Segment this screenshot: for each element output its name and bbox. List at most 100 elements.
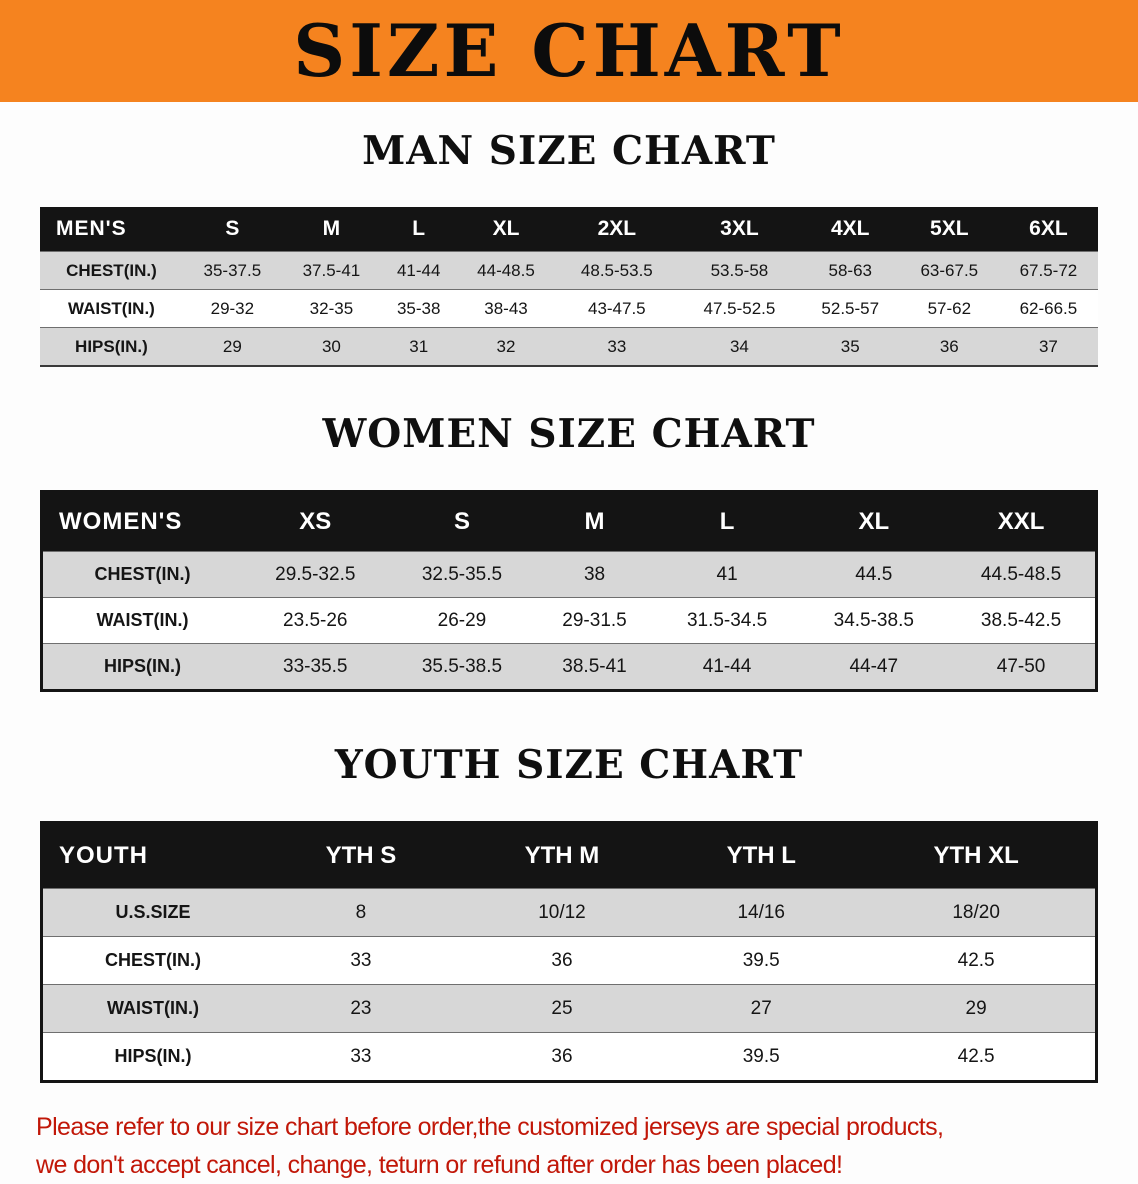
row-label: HIPS(IN.) bbox=[41, 643, 242, 691]
size-cell: 35-37.5 bbox=[182, 251, 282, 290]
size-cell: 35.5-38.5 bbox=[388, 643, 536, 691]
size-cell: 27 bbox=[665, 984, 858, 1033]
size-cell: 33 bbox=[263, 936, 459, 985]
size-cell: 8 bbox=[263, 888, 459, 937]
row-label: U.S.SIZE bbox=[41, 888, 264, 937]
size-cell: 10/12 bbox=[458, 888, 666, 937]
women-hips-row: HIPS(IN.) 33-35.5 35.5-38.5 38.5-41 41-4… bbox=[41, 643, 1097, 691]
men-section: MAN SIZE CHART MEN'S S M L XL 2XL 3XL 4X… bbox=[0, 128, 1138, 368]
size-cell: 38.5-42.5 bbox=[947, 597, 1097, 644]
size-column-header: XS bbox=[241, 491, 389, 552]
size-cell: 57-62 bbox=[899, 289, 999, 328]
size-cell: 44.5 bbox=[800, 551, 948, 598]
size-column-header: M bbox=[535, 491, 654, 552]
size-column-header: 5XL bbox=[899, 207, 999, 252]
size-cell: 42.5 bbox=[857, 936, 1097, 985]
men-table-corner-label: MEN'S bbox=[40, 207, 183, 252]
order-notice-line-2: we don't accept cancel, change, teturn o… bbox=[36, 1150, 843, 1179]
row-label: CHEST(IN.) bbox=[41, 936, 264, 985]
row-label: CHEST(IN.) bbox=[40, 251, 183, 290]
size-cell: 35-38 bbox=[380, 289, 457, 328]
row-label: WAIST(IN.) bbox=[40, 289, 183, 328]
size-cell: 31 bbox=[380, 327, 457, 367]
youth-hips-row: HIPS(IN.) 33 36 39.5 42.5 bbox=[41, 1032, 1097, 1082]
size-column-header: M bbox=[281, 207, 381, 252]
size-cell: 37 bbox=[998, 327, 1098, 367]
men-chest-row: CHEST(IN.) 35-37.5 37.5-41 41-44 44-48.5… bbox=[40, 251, 1098, 290]
size-cell: 52.5-57 bbox=[800, 289, 900, 328]
size-cell: 29 bbox=[857, 984, 1097, 1033]
size-cell: 33 bbox=[555, 327, 679, 367]
size-cell: 67.5-72 bbox=[998, 251, 1098, 290]
size-column-header: S bbox=[388, 491, 536, 552]
women-section: WOMEN SIZE CHART WOMEN'S XS S M L XL XXL… bbox=[0, 411, 1138, 693]
row-label: WAIST(IN.) bbox=[41, 597, 242, 644]
size-cell: 36 bbox=[899, 327, 999, 367]
women-section-heading: WOMEN SIZE CHART bbox=[322, 411, 816, 458]
row-label: HIPS(IN.) bbox=[41, 1032, 264, 1082]
youth-section-heading: YOUTH SIZE CHART bbox=[334, 742, 804, 789]
men-table-header-row: MEN'S S M L XL 2XL 3XL 4XL 5XL 6XL bbox=[40, 207, 1098, 252]
size-cell: 38-43 bbox=[456, 289, 556, 328]
youth-size-table: YOUTH YTH S YTH M YTH L YTH XL U.S.SIZE … bbox=[40, 821, 1098, 1084]
size-cell: 62-66.5 bbox=[998, 289, 1098, 328]
size-column-header: 3XL bbox=[678, 207, 801, 252]
size-column-header: S bbox=[182, 207, 282, 252]
size-cell: 48.5-53.5 bbox=[555, 251, 679, 290]
size-cell: 39.5 bbox=[665, 1032, 858, 1082]
size-cell: 35 bbox=[800, 327, 900, 367]
row-label: CHEST(IN.) bbox=[41, 551, 242, 598]
row-label: WAIST(IN.) bbox=[41, 984, 264, 1033]
women-size-table: WOMEN'S XS S M L XL XXL CHEST(IN.) 29.5-… bbox=[40, 490, 1098, 693]
size-cell: 33 bbox=[263, 1032, 459, 1082]
size-cell: 47.5-52.5 bbox=[678, 289, 801, 328]
women-table-header-row: WOMEN'S XS S M L XL XXL bbox=[41, 491, 1097, 552]
men-hips-row: HIPS(IN.) 29 30 31 32 33 34 35 36 37 bbox=[40, 327, 1098, 367]
size-cell: 44.5-48.5 bbox=[947, 551, 1097, 598]
youth-table-header-row: YOUTH YTH S YTH M YTH L YTH XL bbox=[41, 822, 1097, 889]
size-cell: 34.5-38.5 bbox=[800, 597, 948, 644]
size-column-header: XXL bbox=[947, 491, 1097, 552]
size-cell: 37.5-41 bbox=[281, 251, 381, 290]
size-cell: 58-63 bbox=[800, 251, 900, 290]
size-column-header: 4XL bbox=[800, 207, 900, 252]
size-cell: 26-29 bbox=[388, 597, 536, 644]
row-label: HIPS(IN.) bbox=[40, 327, 183, 367]
size-cell: 39.5 bbox=[665, 936, 858, 985]
size-cell: 31.5-34.5 bbox=[653, 597, 801, 644]
size-cell: 34 bbox=[678, 327, 801, 367]
size-cell: 53.5-58 bbox=[678, 251, 801, 290]
size-cell: 42.5 bbox=[857, 1032, 1097, 1082]
order-notice: Please refer to our size chart before or… bbox=[36, 1109, 1102, 1184]
women-waist-row: WAIST(IN.) 23.5-26 26-29 29-31.5 31.5-34… bbox=[41, 597, 1097, 644]
men-waist-row: WAIST(IN.) 29-32 32-35 35-38 38-43 43-47… bbox=[40, 289, 1098, 328]
size-cell: 29-31.5 bbox=[535, 597, 654, 644]
size-cell: 38 bbox=[535, 551, 654, 598]
men-section-heading: MAN SIZE CHART bbox=[362, 128, 776, 174]
size-column-header: 6XL bbox=[998, 207, 1098, 252]
size-cell: 41 bbox=[653, 551, 801, 598]
size-cell: 38.5-41 bbox=[535, 643, 654, 691]
size-cell: 18/20 bbox=[857, 888, 1097, 937]
size-cell: 29-32 bbox=[182, 289, 282, 328]
size-cell: 25 bbox=[458, 984, 666, 1033]
size-cell: 32-35 bbox=[281, 289, 381, 328]
size-cell: 36 bbox=[458, 1032, 666, 1082]
size-cell: 33-35.5 bbox=[241, 643, 389, 691]
size-column-header: XL bbox=[800, 491, 948, 552]
women-table-corner-label: WOMEN'S bbox=[41, 491, 242, 552]
order-notice-line-1: Please refer to our size chart before or… bbox=[36, 1113, 944, 1142]
size-chart-banner: SIZE CHART bbox=[0, 0, 1138, 102]
size-cell: 30 bbox=[281, 327, 381, 367]
youth-ussize-row: U.S.SIZE 8 10/12 14/16 18/20 bbox=[41, 888, 1097, 937]
size-cell: 36 bbox=[458, 936, 666, 985]
size-cell: 23 bbox=[263, 984, 459, 1033]
size-column-header: L bbox=[653, 491, 801, 552]
size-cell: 32.5-35.5 bbox=[388, 551, 536, 598]
men-size-table: MEN'S S M L XL 2XL 3XL 4XL 5XL 6XL CHEST… bbox=[40, 207, 1098, 368]
size-column-header: 2XL bbox=[555, 207, 679, 252]
size-cell: 32 bbox=[456, 327, 556, 367]
size-cell: 41-44 bbox=[380, 251, 457, 290]
size-column-header: XL bbox=[456, 207, 556, 252]
youth-chest-row: CHEST(IN.) 33 36 39.5 42.5 bbox=[41, 936, 1097, 985]
